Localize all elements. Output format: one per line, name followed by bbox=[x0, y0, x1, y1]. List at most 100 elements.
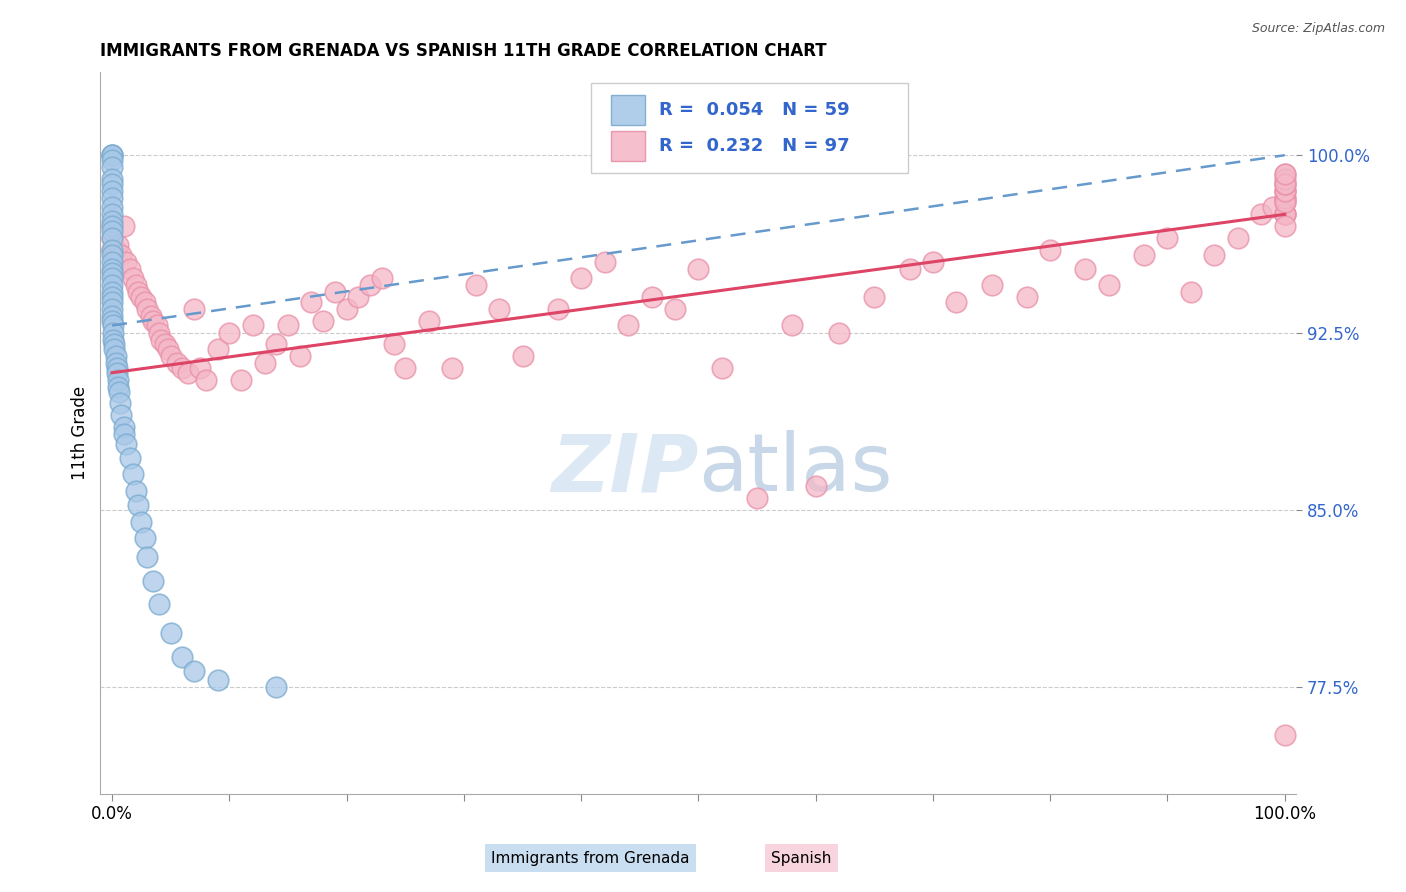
Point bbox=[101, 243, 124, 257]
Point bbox=[101, 148, 124, 162]
Point bbox=[101, 171, 124, 186]
Point bbox=[418, 314, 440, 328]
Point bbox=[101, 207, 124, 221]
Point bbox=[110, 396, 132, 410]
Point bbox=[264, 680, 287, 694]
Point bbox=[183, 664, 205, 678]
Point bbox=[863, 290, 886, 304]
Point bbox=[1274, 207, 1296, 221]
Point bbox=[142, 314, 165, 328]
Point bbox=[159, 349, 181, 363]
Point bbox=[101, 314, 124, 328]
Point bbox=[115, 436, 138, 450]
Point bbox=[312, 314, 335, 328]
Point bbox=[101, 294, 124, 309]
Point bbox=[188, 361, 211, 376]
Point bbox=[105, 361, 128, 376]
Point bbox=[1274, 177, 1296, 191]
Point bbox=[547, 301, 569, 316]
Point bbox=[593, 254, 616, 268]
Point bbox=[780, 318, 803, 333]
Point bbox=[159, 625, 181, 640]
Point bbox=[464, 278, 486, 293]
Point bbox=[1074, 261, 1097, 276]
Point bbox=[142, 574, 165, 588]
Point bbox=[569, 271, 592, 285]
Point bbox=[150, 333, 173, 347]
Point bbox=[1274, 207, 1296, 221]
Point bbox=[101, 290, 124, 304]
Point bbox=[1274, 727, 1296, 741]
Point bbox=[131, 290, 153, 304]
Point bbox=[264, 337, 287, 351]
Text: atlas: atlas bbox=[699, 430, 893, 508]
Point bbox=[1156, 231, 1178, 245]
Point bbox=[101, 261, 124, 276]
Point bbox=[118, 261, 141, 276]
Point bbox=[101, 177, 124, 191]
Point bbox=[980, 278, 1002, 293]
Point bbox=[194, 373, 217, 387]
Point bbox=[512, 349, 534, 363]
Point bbox=[277, 318, 299, 333]
Point bbox=[122, 467, 145, 482]
Point bbox=[207, 673, 229, 688]
Point bbox=[101, 191, 124, 205]
Text: IMMIGRANTS FROM GRENADA VS SPANISH 11TH GRADE CORRELATION CHART: IMMIGRANTS FROM GRENADA VS SPANISH 11TH … bbox=[100, 42, 827, 60]
Point bbox=[103, 333, 125, 347]
Point bbox=[218, 326, 240, 340]
Point bbox=[347, 290, 370, 304]
Point bbox=[1274, 195, 1296, 210]
Point bbox=[112, 420, 135, 434]
Point bbox=[922, 254, 945, 268]
Text: Source: ZipAtlas.com: Source: ZipAtlas.com bbox=[1251, 22, 1385, 36]
Point bbox=[207, 342, 229, 356]
Point bbox=[101, 243, 124, 257]
Point bbox=[112, 219, 135, 234]
Point bbox=[1226, 231, 1249, 245]
Point bbox=[640, 290, 662, 304]
Point bbox=[1274, 184, 1296, 198]
Point bbox=[101, 148, 124, 162]
Point bbox=[1098, 278, 1121, 293]
Point bbox=[148, 326, 170, 340]
Point bbox=[183, 301, 205, 316]
Point bbox=[148, 598, 170, 612]
Point bbox=[371, 271, 394, 285]
Point bbox=[103, 318, 125, 333]
Text: R =  0.232   N = 97: R = 0.232 N = 97 bbox=[659, 137, 849, 155]
Text: Spanish: Spanish bbox=[772, 851, 831, 865]
Point bbox=[101, 219, 124, 234]
Text: R =  0.054   N = 59: R = 0.054 N = 59 bbox=[659, 101, 849, 119]
FancyBboxPatch shape bbox=[591, 83, 908, 173]
Point bbox=[108, 384, 131, 399]
Point bbox=[124, 278, 146, 293]
FancyBboxPatch shape bbox=[612, 95, 644, 125]
Point bbox=[107, 373, 129, 387]
Point bbox=[136, 550, 159, 565]
Point bbox=[101, 301, 124, 316]
Point bbox=[1274, 219, 1296, 234]
Point bbox=[1274, 207, 1296, 221]
Point bbox=[103, 326, 125, 340]
Point bbox=[134, 294, 156, 309]
Point bbox=[359, 278, 381, 293]
Point bbox=[101, 219, 124, 234]
Point bbox=[382, 337, 405, 351]
Point bbox=[107, 380, 129, 394]
Point bbox=[1133, 247, 1156, 261]
Point bbox=[110, 247, 132, 261]
Point bbox=[394, 361, 416, 376]
Point bbox=[101, 254, 124, 268]
Point bbox=[1274, 191, 1296, 205]
Point bbox=[101, 285, 124, 300]
Point bbox=[145, 318, 167, 333]
Text: ZIP: ZIP bbox=[551, 430, 699, 508]
Point bbox=[1274, 171, 1296, 186]
Point bbox=[136, 301, 159, 316]
Point bbox=[1274, 177, 1296, 191]
Point bbox=[118, 450, 141, 465]
Point bbox=[110, 409, 132, 423]
Point bbox=[617, 318, 640, 333]
Point bbox=[101, 278, 124, 293]
